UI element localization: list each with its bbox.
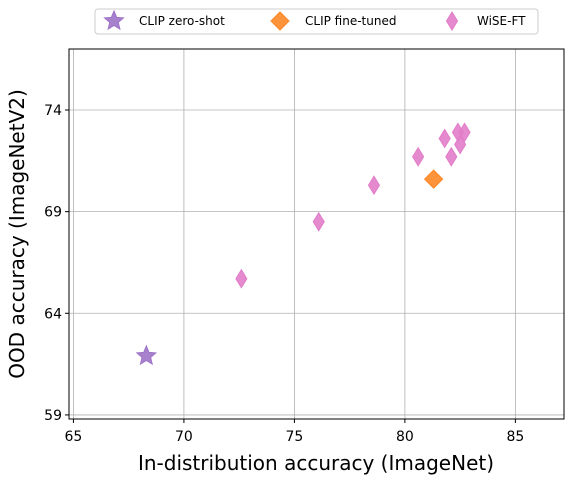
legend-label-clip-zero-shot: CLIP zero-shot bbox=[139, 14, 225, 28]
x-tick-label: 65 bbox=[65, 429, 83, 445]
grid-layer bbox=[69, 49, 564, 419]
x-tick-label: 80 bbox=[396, 429, 414, 445]
y-tick-label: 74 bbox=[44, 103, 62, 119]
wise-ft-point bbox=[454, 134, 467, 155]
legend-label-wise-ft: WiSE-FT bbox=[477, 14, 526, 28]
x-tick-label: 85 bbox=[506, 429, 524, 445]
wise-ft-point bbox=[235, 268, 248, 289]
x-axis-title: In-distribution accuracy (ImageNet) bbox=[138, 451, 494, 475]
y-tick-label: 59 bbox=[44, 408, 62, 424]
legend-frame bbox=[94, 8, 539, 35]
plot-frame bbox=[68, 48, 565, 420]
y-tick-label: 64 bbox=[44, 306, 62, 322]
x-tick-label: 70 bbox=[175, 429, 193, 445]
y-tick-label: 69 bbox=[44, 205, 62, 221]
clip-fine-tuned-point bbox=[423, 169, 444, 189]
clip-zero-shot-point bbox=[135, 344, 158, 366]
legend-marker-clip-zero-shot bbox=[103, 9, 125, 31]
wise-ft-point bbox=[438, 128, 451, 149]
y-axis-title: OOD accuracy (ImageNetV2) bbox=[5, 89, 29, 379]
wise-ft-point bbox=[458, 122, 471, 143]
wise-ft-point bbox=[445, 146, 458, 167]
legend: CLIP zero-shot CLIP fine-tuned WiSE-FT bbox=[94, 8, 539, 35]
legend-marker-clip-fine-tuned bbox=[270, 11, 290, 31]
legend-label-clip-fine-tuned: CLIP fine-tuned bbox=[305, 14, 396, 28]
wise-ft-point bbox=[412, 146, 425, 167]
wise-ft-point bbox=[367, 175, 381, 196]
ticks-layer: 65 70 75 80 85 59 64 69 74 bbox=[44, 103, 524, 445]
marks-layer bbox=[135, 122, 471, 366]
x-tick-label: 75 bbox=[285, 429, 303, 445]
legend-marker-wise-ft bbox=[445, 11, 459, 31]
wise-ft-point bbox=[312, 211, 325, 232]
